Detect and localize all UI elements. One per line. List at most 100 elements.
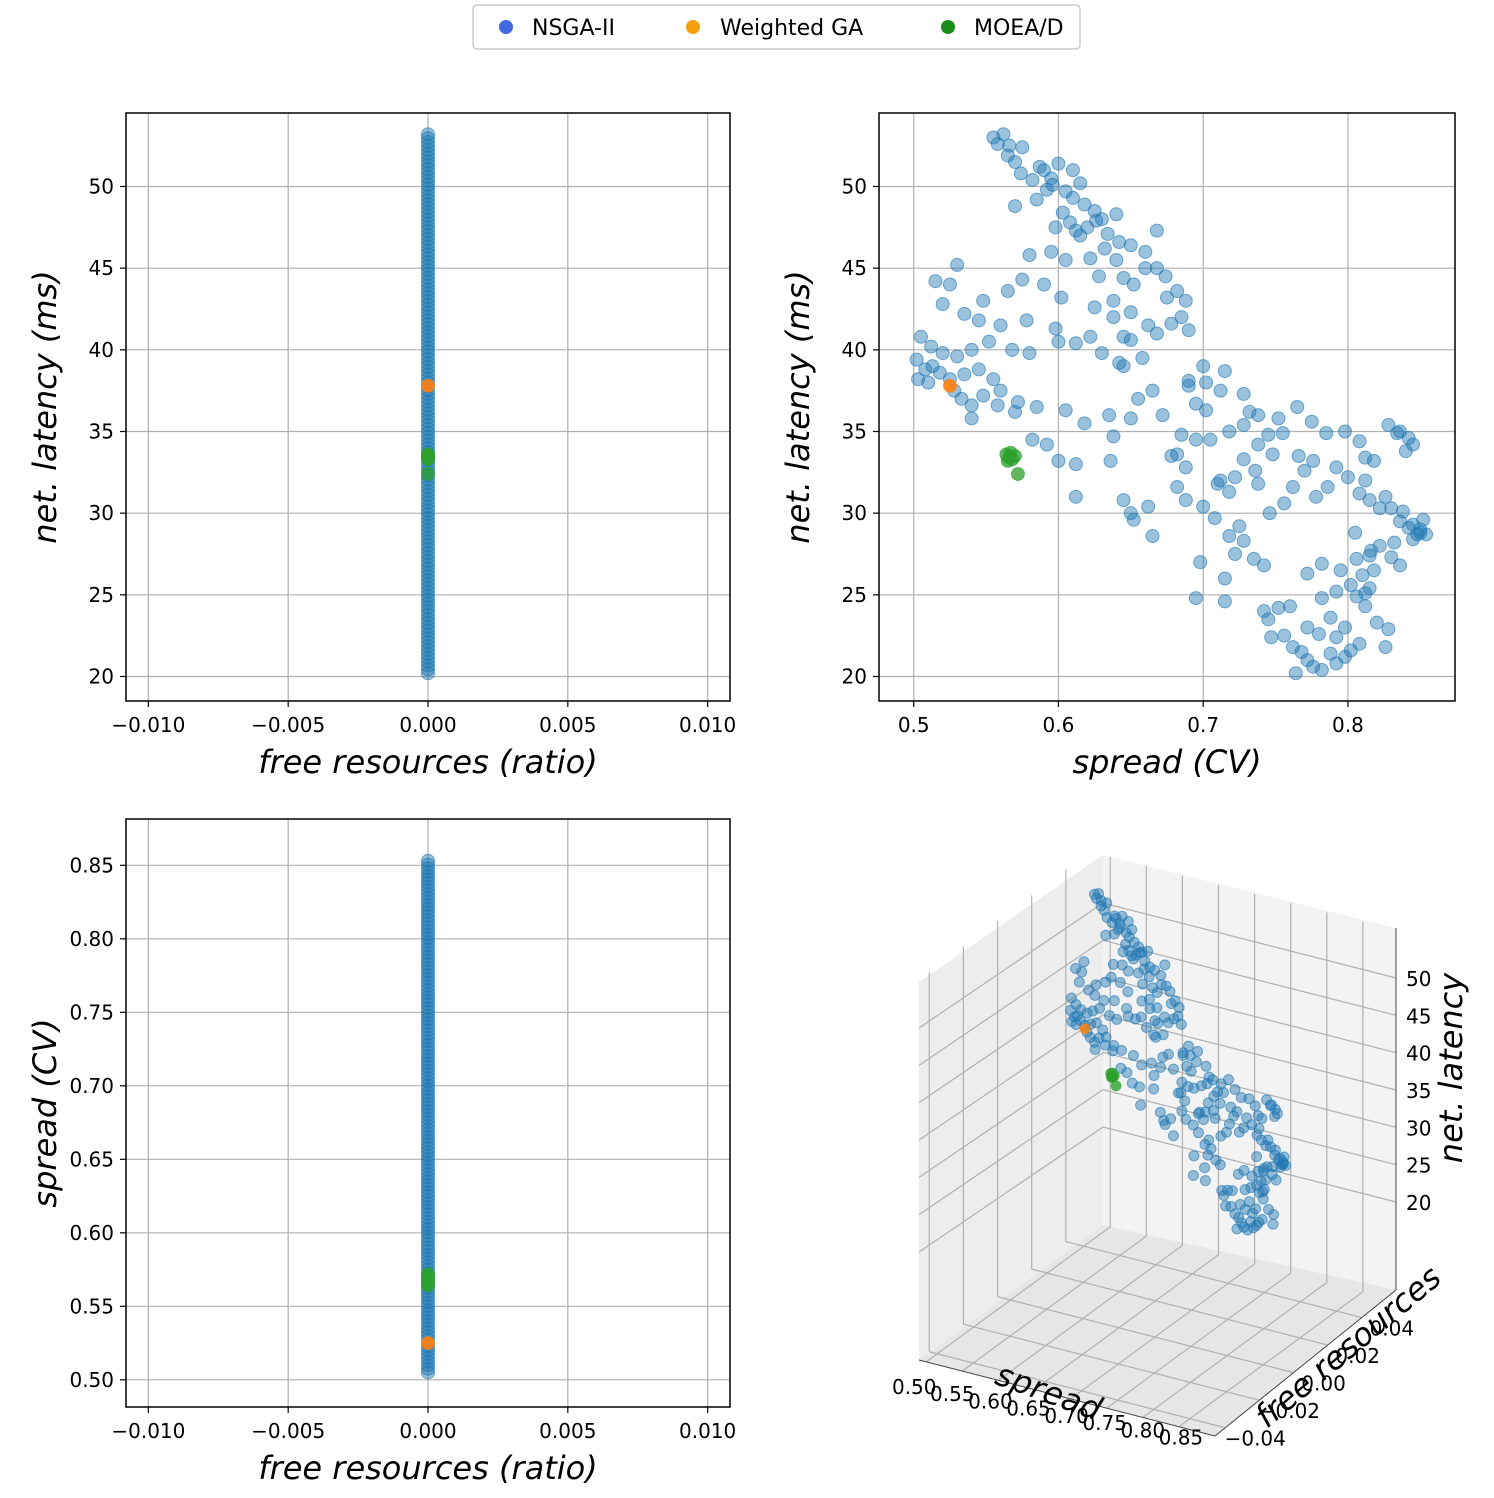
point-nsga: [421, 967, 435, 982]
point-nsga: [1381, 622, 1396, 637]
3d-z-tick-label: 45: [1406, 1004, 1431, 1028]
3d-point-nsga: [1188, 1082, 1200, 1094]
point-nsga: [421, 1148, 435, 1163]
point-nsga: [1349, 551, 1364, 566]
panel-3d-view: 0.500.550.600.650.700.750.800.85 −0.04 −0.…: [892, 855, 1470, 1451]
3d-point-nsga: [1090, 1017, 1102, 1029]
point-nsga: [1039, 182, 1054, 197]
point-nsga: [1355, 568, 1370, 583]
y-tick-label: 25: [89, 583, 114, 607]
3d-grid: [918, 856, 1397, 1437]
3d-point-nsga: [1112, 924, 1124, 936]
point-nsga: [421, 1214, 435, 1229]
point-nsga: [421, 495, 435, 510]
y-tick-label: 30: [842, 501, 867, 525]
point-nsga: [1055, 205, 1070, 220]
3d-point-moead: [1106, 1067, 1118, 1079]
point-nsga: [942, 277, 957, 292]
point-nsga: [1045, 177, 1060, 192]
3d-y-tick-label: −0.04: [1225, 1427, 1286, 1451]
point-nsga: [1193, 555, 1208, 570]
point-nsga: [421, 956, 435, 971]
3d-point-nsga: [1078, 956, 1090, 968]
point-nsga: [421, 297, 435, 312]
point-nsga: [1256, 604, 1271, 619]
point-nsga: [421, 515, 435, 530]
3d-point-nsga: [1135, 1011, 1147, 1023]
point-nsga: [1196, 499, 1211, 514]
point-nsga: [1029, 192, 1044, 207]
3d-y-axis-line: [1214, 1289, 1397, 1437]
point-nsga: [976, 293, 991, 308]
3d-point-nsga: [1200, 1060, 1212, 1072]
point-nsga: [1174, 310, 1189, 325]
point-nsga: [1217, 594, 1232, 609]
3d-grid-line: [925, 1226, 1111, 1363]
x-tick-label: 0.6: [1043, 713, 1075, 737]
point-nsga: [1242, 404, 1257, 419]
point-nsga: [421, 1155, 435, 1170]
3d-z-tick-label: 25: [1406, 1154, 1431, 1178]
point-nsga: [421, 487, 435, 502]
3d-point-nsga: [1160, 980, 1172, 992]
point-nsga: [1158, 269, 1173, 284]
point-nsga: [1181, 378, 1196, 393]
point-nsga: [1297, 463, 1312, 478]
point-nsga: [421, 615, 435, 630]
3d-point-nsga: [1214, 1097, 1226, 1109]
point-nsga: [976, 388, 991, 403]
point-nsga: [421, 1199, 435, 1214]
point-nsga: [421, 414, 435, 429]
point-nsga: [421, 608, 435, 623]
point-nsga: [421, 894, 435, 909]
x-axis-label: free resources (ratio): [258, 1449, 597, 1487]
point-nsga: [421, 1004, 435, 1019]
point-nsga: [1123, 333, 1138, 348]
3d-y-tick-label: 0.04: [1370, 1317, 1415, 1341]
3d-grid-line: [998, 1244, 1183, 1381]
3d-point-nsga: [1139, 955, 1151, 967]
point-nsga: [421, 949, 435, 964]
y-tick-label: 0.85: [69, 853, 114, 877]
point-nsga: [421, 402, 435, 417]
point-nsga: [1271, 600, 1286, 615]
point-nsga: [421, 573, 435, 588]
point-nsga: [1054, 290, 1069, 305]
point-nsga: [1248, 463, 1263, 478]
point-nsga: [421, 1203, 435, 1218]
point-nsga: [1384, 501, 1399, 516]
point-nsga: [421, 220, 435, 235]
3d-grid-line: [1065, 1240, 1362, 1319]
point-nsga: [1364, 543, 1379, 558]
point-nsga: [421, 964, 435, 979]
point-nsga: [421, 650, 435, 665]
point-nsga: [1149, 261, 1164, 276]
3d-point-nsga: [1157, 1029, 1169, 1041]
3d-x-tick-label: 0.85: [1159, 1426, 1204, 1450]
point-nsga: [421, 639, 435, 654]
y-tick-label: 35: [89, 420, 114, 444]
point-nsga: [1207, 511, 1222, 526]
point-nsga: [1349, 589, 1364, 604]
point-nsga: [421, 1244, 435, 1259]
point-nsga: [1036, 163, 1051, 178]
legend-label-moead: MOEA/D: [974, 16, 1064, 41]
point-nsga: [421, 274, 435, 289]
point-nsga: [1112, 235, 1127, 250]
point-nsga: [421, 1137, 435, 1152]
3d-point-nsga: [1100, 1031, 1112, 1043]
point-nsga: [1314, 591, 1329, 606]
3d-point-nsga: [1114, 976, 1126, 988]
3d-point-nsga: [1199, 1175, 1211, 1187]
point-nsga: [421, 546, 435, 561]
point-nsga: [1109, 207, 1124, 222]
point-nsga: [421, 1023, 435, 1038]
3d-point-nsga: [1165, 1113, 1177, 1125]
point-nsga: [421, 534, 435, 549]
point-nsga: [421, 662, 435, 677]
point-nsga: [421, 1015, 435, 1030]
3d-point-nsga: [1192, 1127, 1204, 1139]
3d-point-nsga: [1231, 1106, 1243, 1118]
point-nsga: [421, 1163, 435, 1178]
